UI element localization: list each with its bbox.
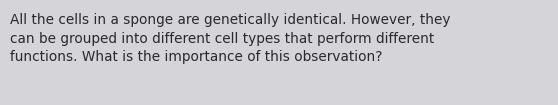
Text: All the cells in a sponge are genetically identical. However, they
can be groupe: All the cells in a sponge are geneticall… xyxy=(10,13,450,64)
